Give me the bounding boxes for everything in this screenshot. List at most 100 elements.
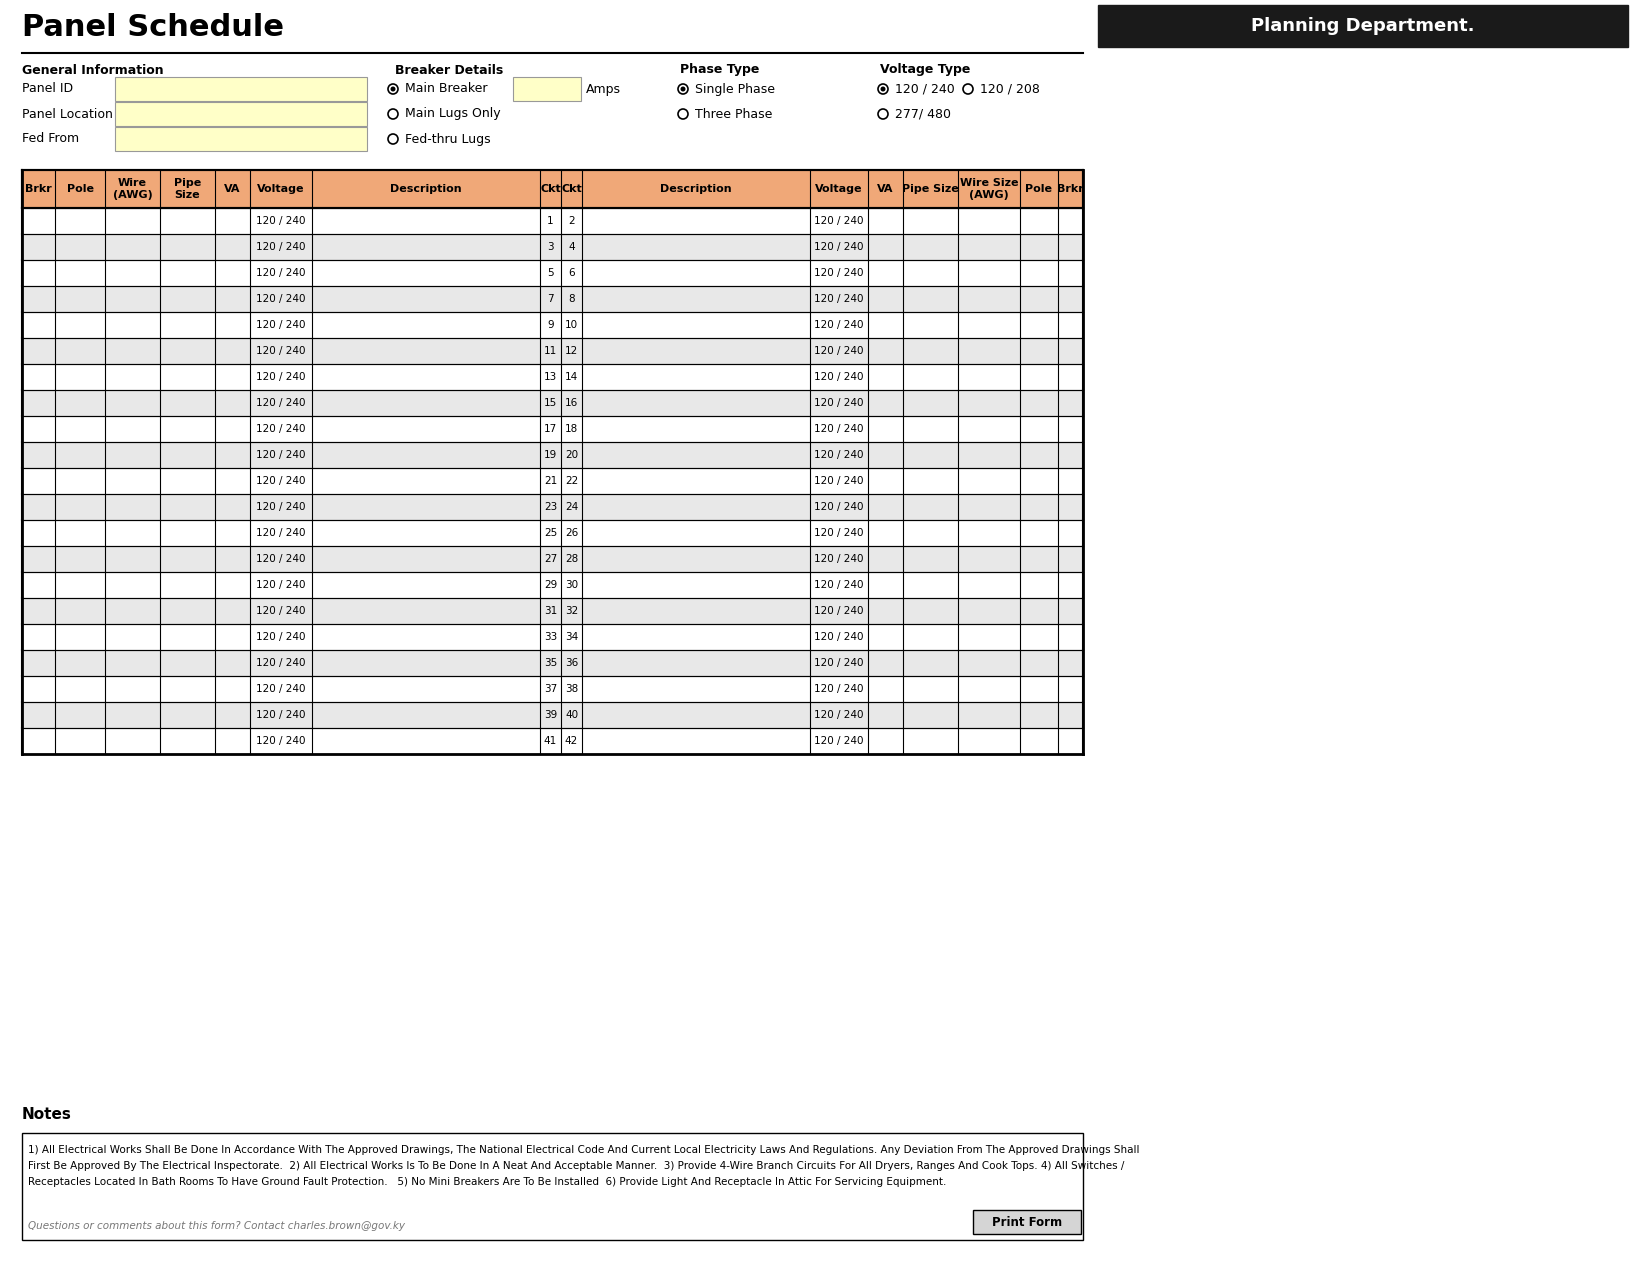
- Text: 120 / 240: 120 / 240: [813, 710, 863, 720]
- Text: 120 / 240: 120 / 240: [813, 295, 863, 303]
- Bar: [21, 676, 1082, 703]
- Bar: [21, 286, 1082, 312]
- Text: 10: 10: [564, 320, 578, 330]
- Text: 120 / 240: 120 / 240: [256, 710, 305, 720]
- Text: 120 / 240: 120 / 240: [256, 215, 305, 226]
- Text: 120 / 240: 120 / 240: [256, 242, 305, 252]
- Text: 14: 14: [564, 372, 578, 382]
- Bar: [21, 493, 1082, 520]
- Text: 120 / 240: 120 / 240: [813, 215, 863, 226]
- Text: 120 / 240: 120 / 240: [256, 555, 305, 564]
- Circle shape: [391, 87, 396, 92]
- Text: 20: 20: [564, 450, 578, 460]
- Text: Fed-thru Lugs: Fed-thru Lugs: [404, 133, 490, 145]
- Text: Panel Schedule: Panel Schedule: [21, 13, 284, 42]
- Text: 15: 15: [544, 398, 558, 408]
- Text: 23: 23: [544, 502, 558, 513]
- Text: 9: 9: [548, 320, 554, 330]
- Bar: [21, 235, 1082, 260]
- Text: 39: 39: [544, 710, 558, 720]
- Text: 120 / 240: 120 / 240: [256, 683, 305, 694]
- Text: Single Phase: Single Phase: [695, 83, 776, 96]
- Bar: [21, 170, 1082, 208]
- Text: 37: 37: [544, 683, 558, 694]
- Text: Description: Description: [389, 184, 462, 194]
- Bar: [21, 572, 1082, 598]
- Text: 120 / 240: 120 / 240: [813, 320, 863, 330]
- Text: General Information: General Information: [21, 64, 163, 76]
- Bar: [21, 703, 1082, 728]
- Text: Pole: Pole: [66, 184, 94, 194]
- Text: 120 / 240: 120 / 240: [256, 580, 305, 590]
- Text: 120 / 240: 120 / 240: [256, 450, 305, 460]
- Bar: [21, 208, 1082, 235]
- Text: 33: 33: [544, 632, 558, 643]
- Text: 7: 7: [548, 295, 554, 303]
- Bar: [21, 468, 1082, 493]
- Text: 120 / 240: 120 / 240: [813, 398, 863, 408]
- Text: Breaker Details: Breaker Details: [394, 64, 503, 76]
- Text: 120 / 240: 120 / 240: [256, 606, 305, 616]
- Text: Panel ID: Panel ID: [21, 83, 73, 96]
- Text: 4: 4: [568, 242, 574, 252]
- Bar: [21, 1133, 1082, 1241]
- Text: 5: 5: [548, 268, 554, 278]
- Text: First Be Approved By The Electrical Inspectorate.  2) All Electrical Works Is To: First Be Approved By The Electrical Insp…: [28, 1162, 1124, 1170]
- Text: 120 / 240: 120 / 240: [256, 372, 305, 382]
- Text: 120 / 240: 120 / 240: [813, 606, 863, 616]
- Text: Notes: Notes: [21, 1107, 73, 1122]
- Text: 32: 32: [564, 606, 578, 616]
- Text: 120 / 240: 120 / 240: [813, 555, 863, 564]
- Text: Planning Department.: Planning Department.: [1251, 17, 1475, 34]
- Text: Brkr: Brkr: [1058, 184, 1084, 194]
- Text: 22: 22: [564, 476, 578, 486]
- Text: 40: 40: [564, 710, 578, 720]
- Text: 19: 19: [544, 450, 558, 460]
- Bar: [1097, 5, 1629, 47]
- Text: 120 / 240: 120 / 240: [813, 476, 863, 486]
- Bar: [21, 623, 1082, 650]
- Bar: [21, 338, 1082, 363]
- Text: 120 / 240: 120 / 240: [813, 683, 863, 694]
- Text: Ckt: Ckt: [561, 184, 582, 194]
- Text: 120 / 240: 120 / 240: [256, 736, 305, 746]
- Text: 12: 12: [564, 346, 578, 356]
- Text: 120 / 240: 120 / 240: [813, 372, 863, 382]
- Text: 11: 11: [544, 346, 558, 356]
- Text: Amps: Amps: [586, 83, 620, 96]
- Text: 120 / 240: 120 / 240: [256, 268, 305, 278]
- Text: 277/ 480: 277/ 480: [894, 107, 950, 121]
- Text: 1: 1: [548, 215, 554, 226]
- Text: 120 / 240: 120 / 240: [813, 268, 863, 278]
- Text: 120 / 240: 120 / 240: [813, 528, 863, 538]
- Text: 120 / 240: 120 / 240: [256, 528, 305, 538]
- Text: 120 / 240: 120 / 240: [256, 295, 305, 303]
- Text: 2: 2: [568, 215, 574, 226]
- Text: Phase Type: Phase Type: [680, 64, 759, 76]
- Text: 1) All Electrical Works Shall Be Done In Accordance With The Approved Drawings, : 1) All Electrical Works Shall Be Done In…: [28, 1145, 1140, 1155]
- Text: 13: 13: [544, 372, 558, 382]
- Text: 31: 31: [544, 606, 558, 616]
- Text: 34: 34: [564, 632, 578, 643]
- Bar: [21, 650, 1082, 676]
- Circle shape: [680, 87, 685, 92]
- Bar: [21, 598, 1082, 623]
- Text: 8: 8: [568, 295, 574, 303]
- Text: 120 / 240: 120 / 240: [256, 658, 305, 668]
- Bar: [21, 416, 1082, 442]
- Text: 21: 21: [544, 476, 558, 486]
- Text: 120 / 240: 120 / 240: [256, 502, 305, 513]
- Text: 17: 17: [544, 425, 558, 434]
- Text: 28: 28: [564, 555, 578, 564]
- Text: 120 / 240: 120 / 240: [256, 632, 305, 643]
- Text: Voltage Type: Voltage Type: [879, 64, 970, 76]
- Text: 25: 25: [544, 528, 558, 538]
- Text: 30: 30: [564, 580, 578, 590]
- Bar: [116, 76, 366, 101]
- Text: Pole: Pole: [1026, 184, 1053, 194]
- Text: 3: 3: [548, 242, 554, 252]
- Text: 120 / 240: 120 / 240: [256, 346, 305, 356]
- Text: 27: 27: [544, 555, 558, 564]
- Bar: [21, 260, 1082, 286]
- Text: 35: 35: [544, 658, 558, 668]
